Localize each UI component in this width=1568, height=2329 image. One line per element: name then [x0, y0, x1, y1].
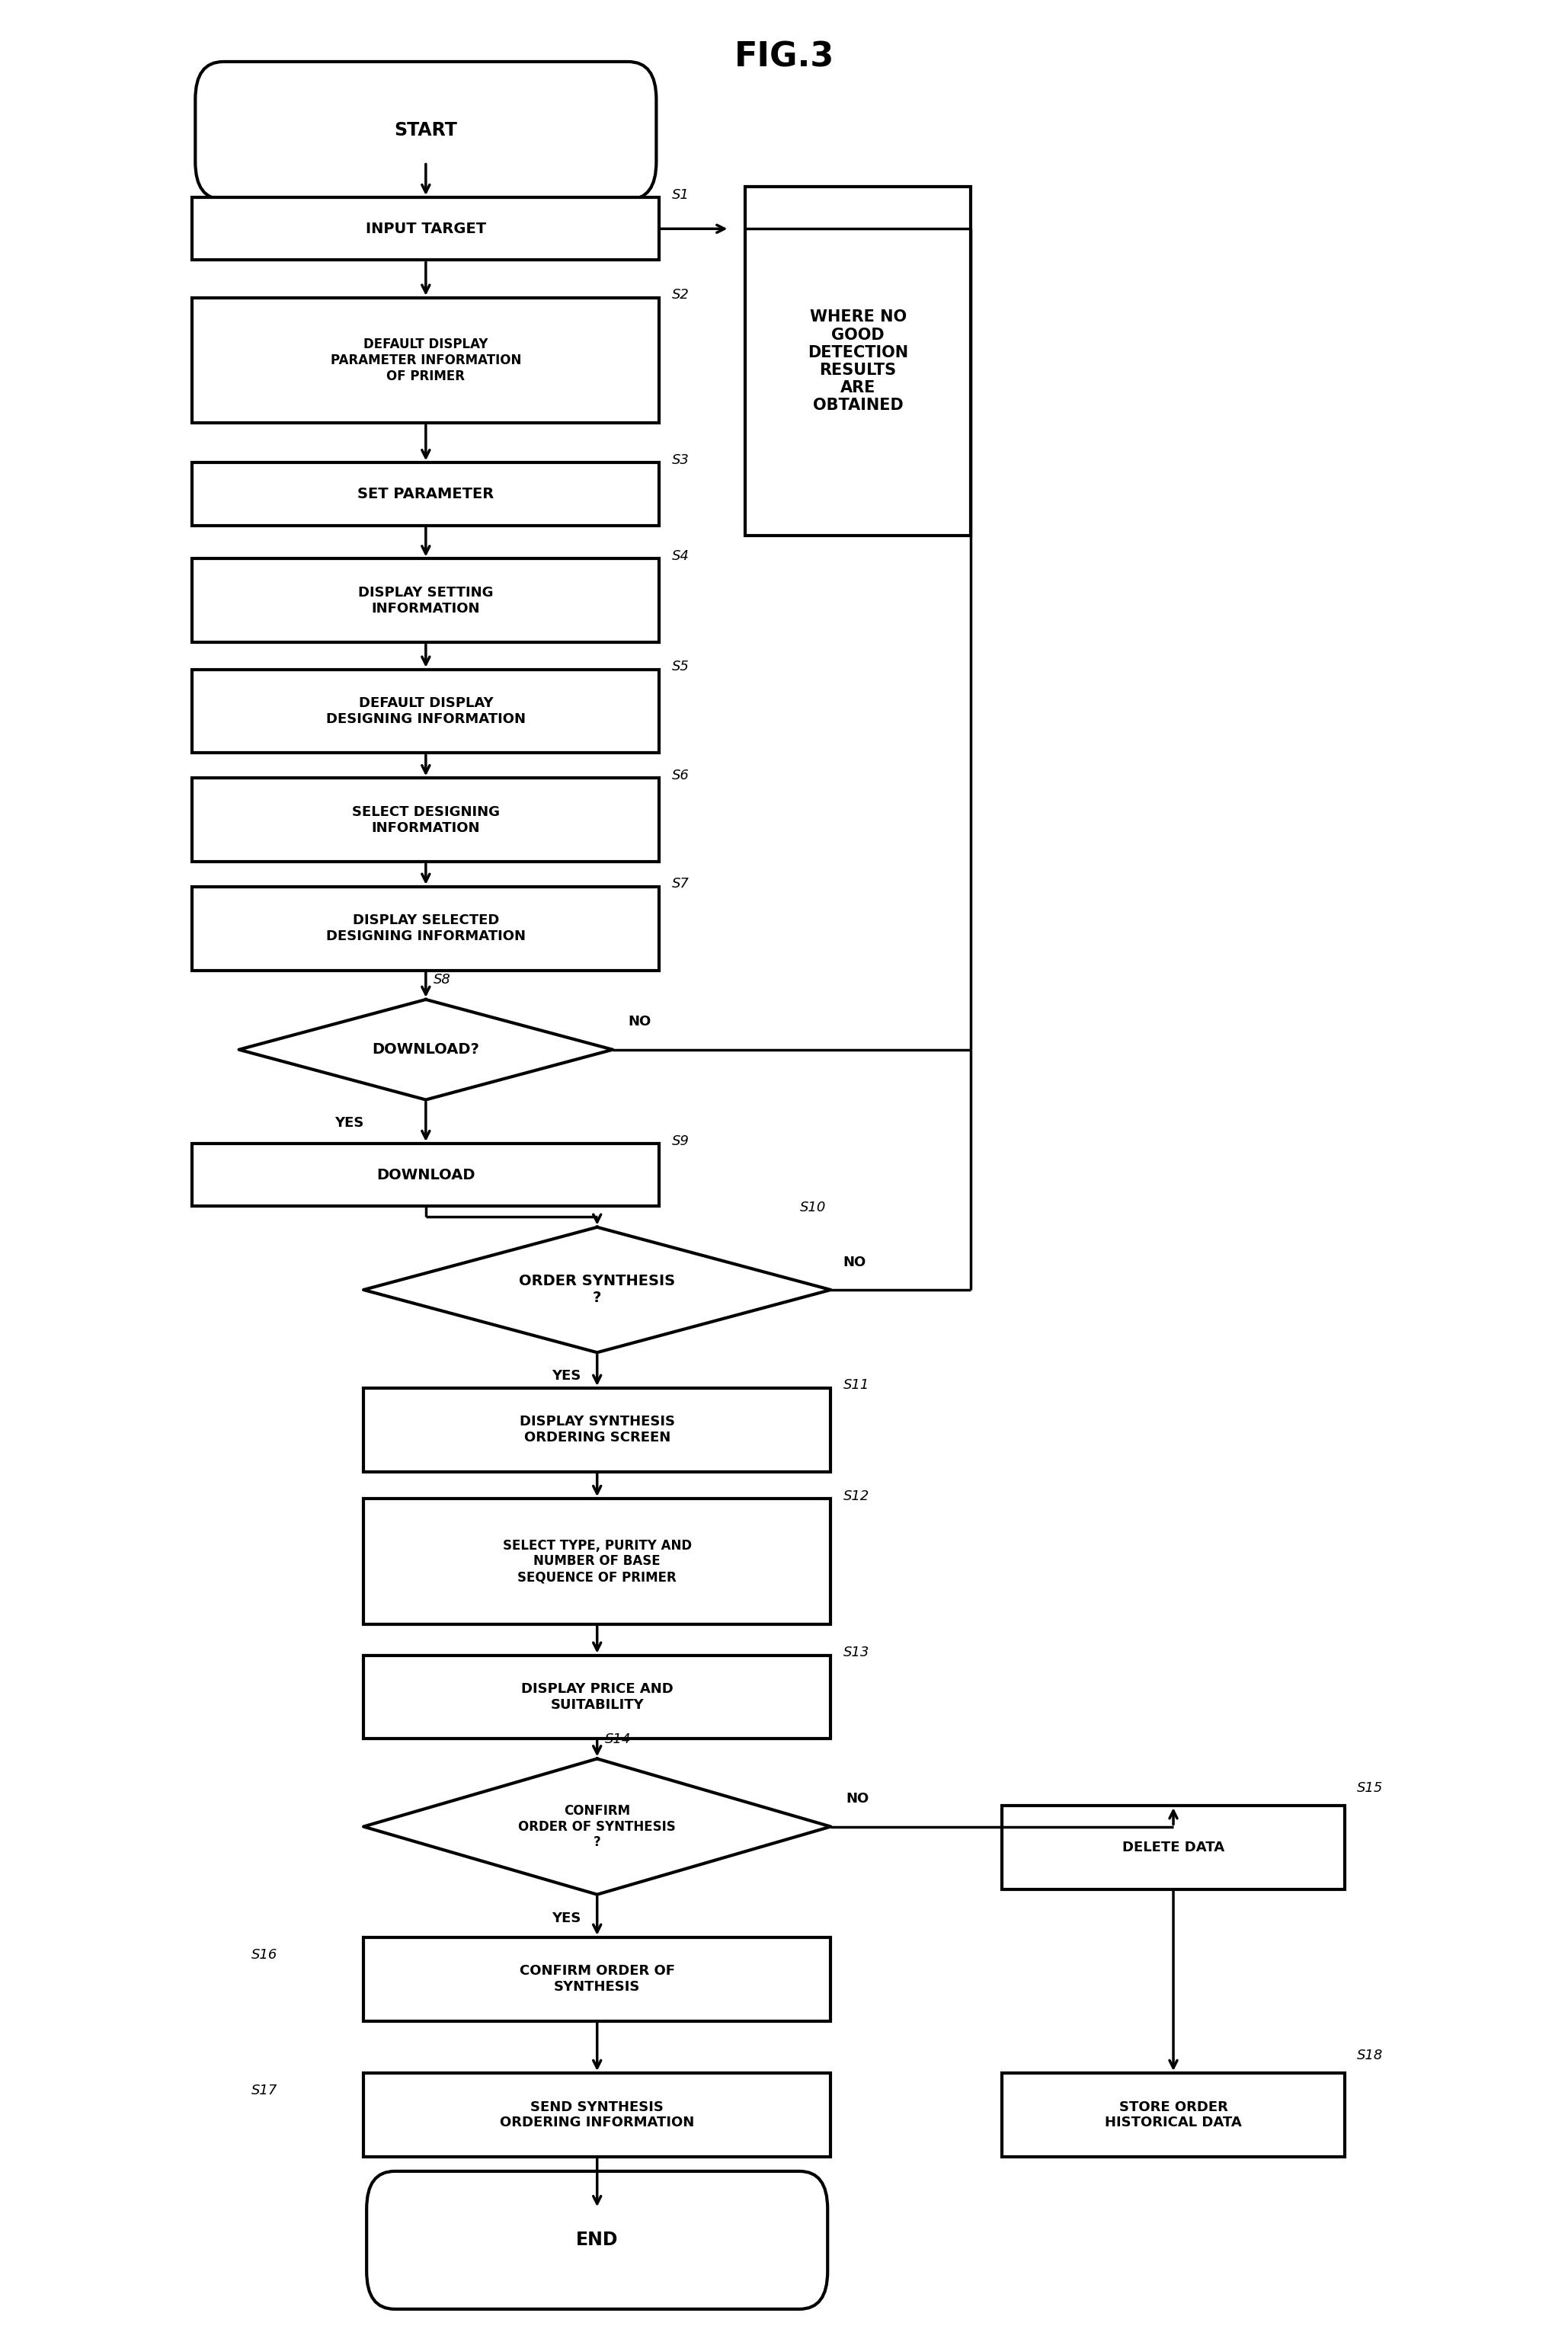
- Text: S18: S18: [1358, 2050, 1383, 2063]
- Text: YES: YES: [552, 1912, 580, 1924]
- Text: CONFIRM
ORDER OF SYNTHESIS
?: CONFIRM ORDER OF SYNTHESIS ?: [519, 1805, 676, 1849]
- FancyBboxPatch shape: [364, 1388, 831, 1472]
- Text: NO: NO: [847, 1791, 869, 1805]
- Text: S7: S7: [671, 878, 690, 892]
- Text: DEFAULT DISPLAY
PARAMETER INFORMATION
OF PRIMER: DEFAULT DISPLAY PARAMETER INFORMATION OF…: [331, 338, 521, 382]
- Polygon shape: [364, 1227, 831, 1353]
- Text: S9: S9: [671, 1134, 690, 1148]
- Text: CONFIRM ORDER OF
SYNTHESIS: CONFIRM ORDER OF SYNTHESIS: [519, 1963, 674, 1994]
- Text: END: END: [575, 2231, 618, 2250]
- FancyBboxPatch shape: [1002, 1805, 1345, 1889]
- Text: S13: S13: [844, 1647, 869, 1661]
- FancyBboxPatch shape: [193, 298, 660, 424]
- Text: S16: S16: [251, 1947, 278, 1961]
- FancyBboxPatch shape: [193, 559, 660, 643]
- FancyBboxPatch shape: [364, 1938, 831, 2022]
- Text: NO: NO: [629, 1015, 651, 1029]
- FancyBboxPatch shape: [193, 198, 660, 261]
- Text: S14: S14: [605, 1733, 630, 1747]
- FancyBboxPatch shape: [367, 2171, 828, 2308]
- Polygon shape: [364, 1758, 831, 1893]
- Text: FIG.3: FIG.3: [734, 42, 834, 75]
- Text: YES: YES: [552, 1369, 580, 1383]
- Text: STORE ORDER
HISTORICAL DATA: STORE ORDER HISTORICAL DATA: [1105, 2101, 1242, 2129]
- Text: DELETE DATA: DELETE DATA: [1123, 1840, 1225, 1854]
- FancyBboxPatch shape: [193, 778, 660, 862]
- Text: YES: YES: [334, 1116, 364, 1130]
- Text: START: START: [394, 121, 458, 140]
- FancyBboxPatch shape: [196, 61, 657, 200]
- Text: ORDER SYNTHESIS
?: ORDER SYNTHESIS ?: [519, 1274, 676, 1307]
- Text: WHERE NO
GOOD
DETECTION
RESULTS
ARE
OBTAINED: WHERE NO GOOD DETECTION RESULTS ARE OBTA…: [808, 310, 908, 412]
- Text: DOWNLOAD?: DOWNLOAD?: [372, 1043, 480, 1057]
- Polygon shape: [238, 999, 613, 1099]
- FancyBboxPatch shape: [193, 668, 660, 752]
- FancyBboxPatch shape: [193, 463, 660, 526]
- Text: S4: S4: [671, 550, 690, 564]
- Text: INPUT TARGET: INPUT TARGET: [365, 221, 486, 235]
- Text: DISPLAY SELECTED
DESIGNING INFORMATION: DISPLAY SELECTED DESIGNING INFORMATION: [326, 913, 525, 943]
- FancyBboxPatch shape: [364, 2073, 831, 2157]
- Text: DOWNLOAD: DOWNLOAD: [376, 1167, 475, 1183]
- Text: S3: S3: [671, 454, 690, 466]
- Text: DISPLAY PRICE AND
SUITABILITY: DISPLAY PRICE AND SUITABILITY: [521, 1682, 673, 1712]
- Text: S8: S8: [434, 974, 452, 987]
- FancyBboxPatch shape: [364, 1498, 831, 1623]
- Text: SELECT DESIGNING
INFORMATION: SELECT DESIGNING INFORMATION: [351, 806, 500, 834]
- FancyBboxPatch shape: [745, 186, 971, 536]
- Text: NO: NO: [844, 1255, 866, 1269]
- Text: SEND SYNTHESIS
ORDERING INFORMATION: SEND SYNTHESIS ORDERING INFORMATION: [500, 2101, 695, 2129]
- Text: S10: S10: [800, 1202, 826, 1216]
- Text: DISPLAY SYNTHESIS
ORDERING SCREEN: DISPLAY SYNTHESIS ORDERING SCREEN: [519, 1416, 674, 1444]
- Text: S12: S12: [844, 1488, 869, 1502]
- Text: S11: S11: [844, 1379, 869, 1393]
- Text: S5: S5: [671, 659, 690, 673]
- Text: S2: S2: [671, 289, 690, 303]
- Text: S6: S6: [671, 769, 690, 783]
- Text: S1: S1: [671, 189, 690, 203]
- FancyBboxPatch shape: [193, 1144, 660, 1206]
- Text: S15: S15: [1358, 1782, 1383, 1796]
- Text: SET PARAMETER: SET PARAMETER: [358, 487, 494, 501]
- FancyBboxPatch shape: [1002, 2073, 1345, 2157]
- Text: SELECT TYPE, PURITY AND
NUMBER OF BASE
SEQUENCE OF PRIMER: SELECT TYPE, PURITY AND NUMBER OF BASE S…: [503, 1539, 691, 1584]
- Text: S17: S17: [251, 2084, 278, 2096]
- Text: DISPLAY SETTING
INFORMATION: DISPLAY SETTING INFORMATION: [358, 587, 494, 615]
- FancyBboxPatch shape: [193, 887, 660, 971]
- Text: DEFAULT DISPLAY
DESIGNING INFORMATION: DEFAULT DISPLAY DESIGNING INFORMATION: [326, 696, 525, 727]
- FancyBboxPatch shape: [364, 1656, 831, 1740]
